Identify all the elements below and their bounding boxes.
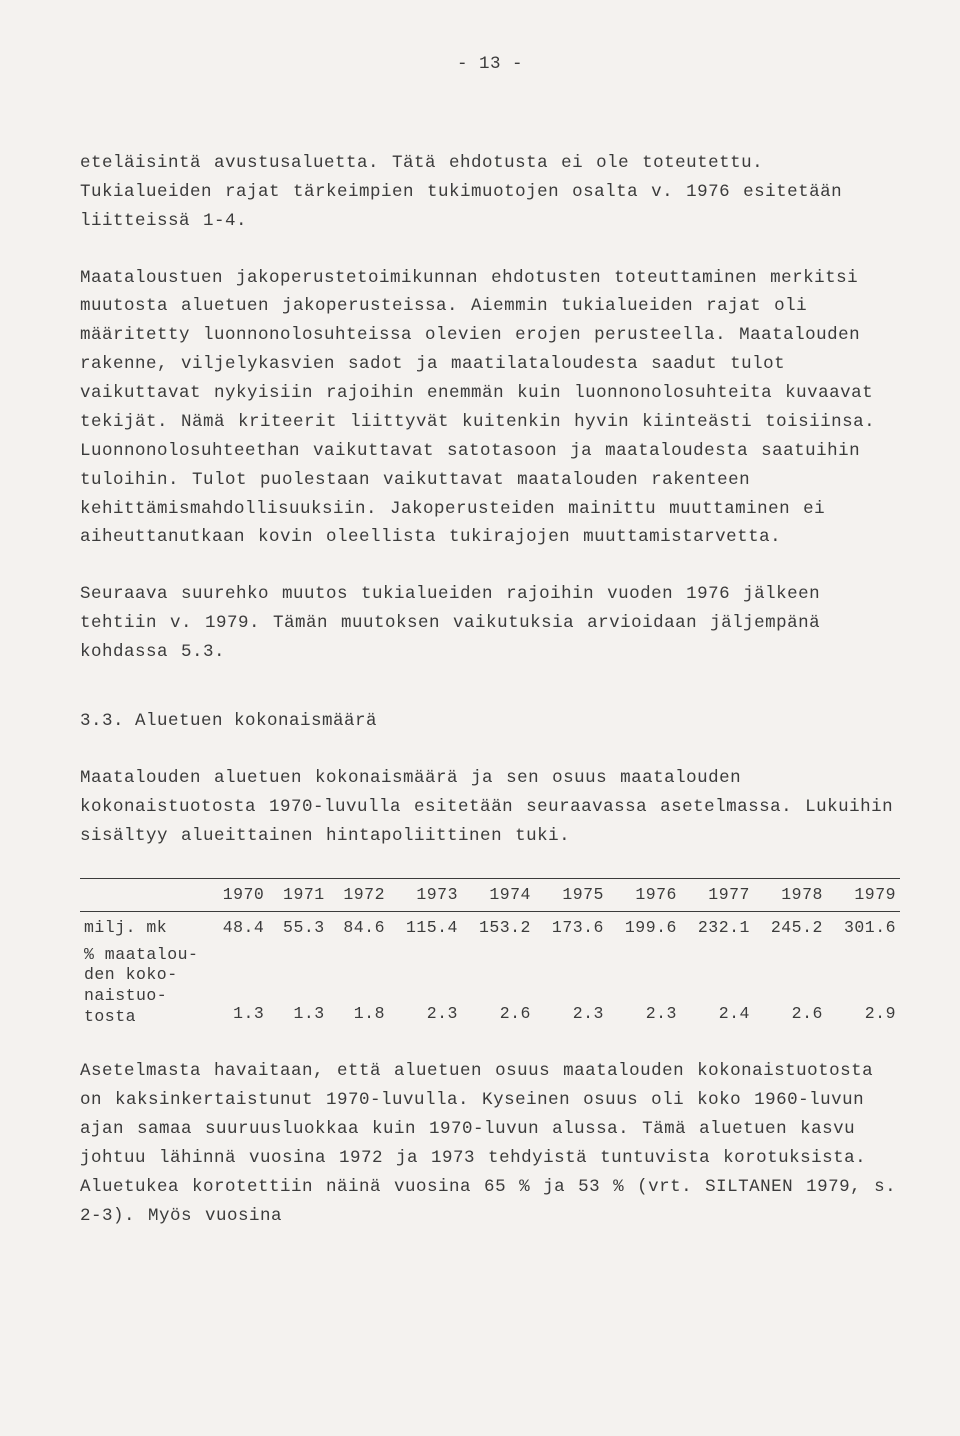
table-cell: 1.8 bbox=[329, 943, 389, 1030]
table-header-year: 1977 bbox=[681, 879, 754, 911]
paragraph-1: eteläisintä avustusaluetta. Tätä ehdotus… bbox=[80, 149, 900, 236]
row-label-line: naistuo- bbox=[84, 986, 167, 1005]
table-header-year: 1974 bbox=[462, 879, 535, 911]
table-cell: 1.3 bbox=[268, 943, 328, 1030]
table-cell: 2.6 bbox=[462, 943, 535, 1030]
table-header-row: 1970 1971 1972 1973 1974 1975 1976 1977 … bbox=[80, 879, 900, 911]
section-heading-3-3: 3.3. Aluetuen kokonaismäärä bbox=[80, 707, 900, 736]
table-cell: 173.6 bbox=[535, 911, 608, 943]
table-header-year: 1970 bbox=[208, 879, 268, 911]
row-label-line: % maatalou- bbox=[84, 945, 198, 964]
table-header-year: 1975 bbox=[535, 879, 608, 911]
paragraph-4: Maatalouden aluetuen kokonaismäärä ja se… bbox=[80, 764, 900, 851]
table-cell: 2.3 bbox=[389, 943, 462, 1030]
table-cell: 2.3 bbox=[535, 943, 608, 1030]
table-cell: 153.2 bbox=[462, 911, 535, 943]
table-cell: 301.6 bbox=[827, 911, 900, 943]
table-cell: 232.1 bbox=[681, 911, 754, 943]
table-header-year: 1976 bbox=[608, 879, 681, 911]
page-number: - 13 - bbox=[80, 50, 900, 79]
table-cell: 245.2 bbox=[754, 911, 827, 943]
table-row: milj. mk 48.4 55.3 84.6 115.4 153.2 173.… bbox=[80, 911, 900, 943]
table-header-year: 1979 bbox=[827, 879, 900, 911]
table-cell: 48.4 bbox=[208, 911, 268, 943]
paragraph-2: Maataloustuen jakoperustetoimikunnan ehd… bbox=[80, 264, 900, 553]
table-cell: 199.6 bbox=[608, 911, 681, 943]
table-header-year: 1971 bbox=[268, 879, 328, 911]
table-cell: 84.6 bbox=[329, 911, 389, 943]
table-header-year: 1978 bbox=[754, 879, 827, 911]
table-cell: 55.3 bbox=[268, 911, 328, 943]
row-label-multi: % maatalou- den koko- naistuo- tosta bbox=[80, 943, 208, 1030]
table-cell: 2.9 bbox=[827, 943, 900, 1030]
row-label-line: den koko- bbox=[84, 965, 178, 984]
table-cell: 115.4 bbox=[389, 911, 462, 943]
row-label-line: tosta bbox=[84, 1007, 136, 1026]
table-header-year: 1973 bbox=[389, 879, 462, 911]
aluetuki-table: 1970 1971 1972 1973 1974 1975 1976 1977 … bbox=[80, 878, 900, 1029]
document-page: - 13 - eteläisintä avustusaluetta. Tätä … bbox=[0, 0, 960, 1436]
table-cell: 2.4 bbox=[681, 943, 754, 1030]
table-header-year: 1972 bbox=[329, 879, 389, 911]
row-label: milj. mk bbox=[80, 911, 208, 943]
table-cell: 1.3 bbox=[208, 943, 268, 1030]
table-cell: 2.6 bbox=[754, 943, 827, 1030]
paragraph-5: Asetelmasta havaitaan, että aluetuen osu… bbox=[80, 1057, 900, 1230]
table-row: % maatalou- den koko- naistuo- tosta 1.3… bbox=[80, 943, 900, 1030]
table-header-blank bbox=[80, 879, 208, 911]
paragraph-3: Seuraava suurehko muutos tukialueiden ra… bbox=[80, 580, 900, 667]
table-cell: 2.3 bbox=[608, 943, 681, 1030]
